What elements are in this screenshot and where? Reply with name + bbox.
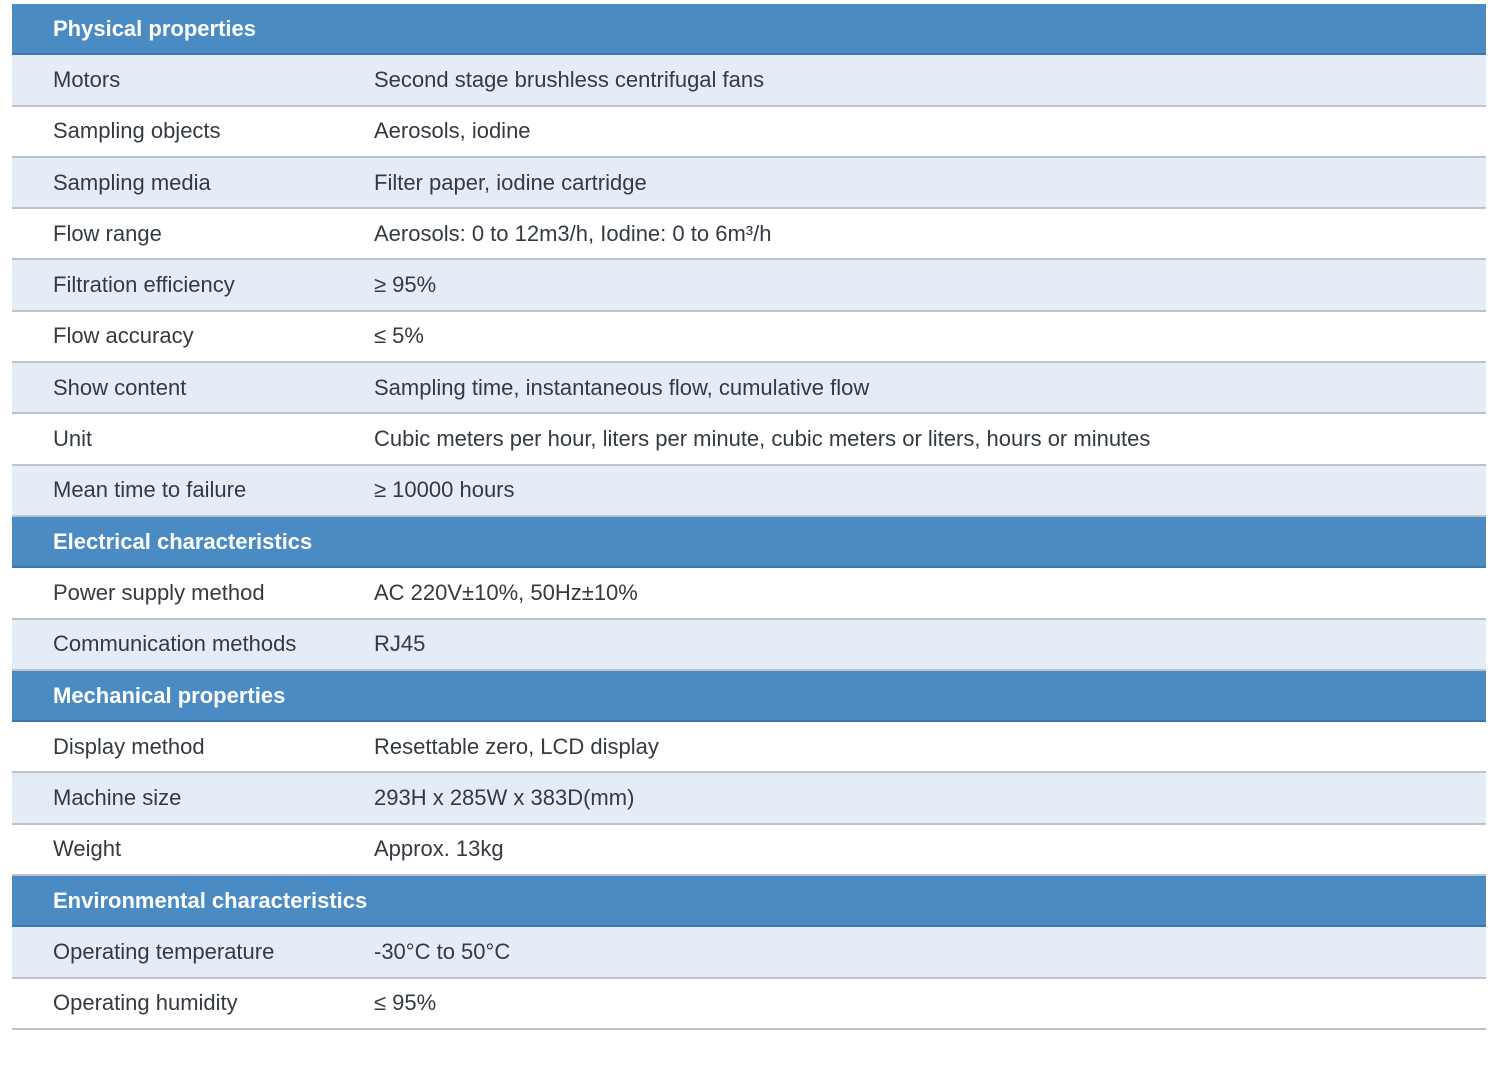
section-title: Physical properties: [53, 15, 256, 41]
section-header-environmental: Environmental characteristics: [12, 876, 1486, 928]
table-row: Sampling media Filter paper, iodine cart…: [12, 157, 1486, 210]
table-row: Communication methods RJ45: [12, 619, 1486, 671]
row-label: Operating humidity: [53, 990, 238, 1016]
row-label: Filtration efficiency: [53, 272, 235, 298]
row-value: ≥ 10000 hours: [374, 477, 515, 503]
table-row: Flow accuracy ≤ 5%: [12, 311, 1486, 364]
row-label: Show content: [53, 374, 187, 400]
section-title: Electrical characteristics: [53, 528, 313, 554]
table-row: Power supply method AC 220V±10%, 50Hz±10…: [12, 568, 1486, 620]
row-value: ≤ 5%: [374, 323, 424, 349]
row-label: Unit: [53, 426, 93, 452]
table-row: Weight Approx. 13kg: [12, 824, 1486, 877]
row-value: ≤ 95%: [374, 990, 437, 1016]
row-value: -30°C to 50°C: [374, 938, 511, 964]
table-row: Machine size 293H x 285W x 383D(mm): [12, 773, 1486, 825]
row-label: Machine size: [53, 785, 182, 811]
row-label: Motors: [53, 66, 121, 92]
row-value: Aerosols, iodine: [374, 118, 531, 144]
section-header-mechanical: Mechanical properties: [12, 670, 1486, 723]
row-label: Operating temperature: [53, 938, 275, 964]
row-value: Second stage brushless centrifugal fans: [374, 66, 765, 92]
table-row: Operating temperature -30°C to 50°C: [12, 927, 1486, 979]
row-value: Approx. 13kg: [374, 836, 504, 862]
section-title: Environmental characteristics: [53, 887, 368, 913]
table-row: Filtration efficiency ≥ 95%: [12, 260, 1486, 312]
row-value: Aerosols: 0 to 12m3/h, Iodine: 0 to 6m³/…: [374, 220, 772, 246]
table-row: Mean time to failure ≥ 10000 hours: [12, 465, 1486, 517]
row-label: Display method: [53, 733, 205, 759]
table-row: Display method Resettable zero, LCD disp…: [12, 722, 1486, 774]
row-label: Flow range: [53, 220, 162, 246]
section-title: Mechanical properties: [53, 682, 286, 708]
row-value: Cubic meters per hour, liters per minute…: [374, 426, 1151, 452]
row-value: Sampling time, instantaneous flow, cumul…: [374, 374, 870, 400]
row-label: Communication methods: [53, 631, 297, 657]
row-value: ≥ 95%: [374, 272, 437, 298]
table-row: Sampling objects Aerosols, iodine: [12, 106, 1486, 158]
section-header-physical: Physical properties: [12, 4, 1486, 56]
row-label: Flow accuracy: [53, 323, 194, 349]
row-value: RJ45: [374, 631, 426, 657]
row-label: Mean time to failure: [53, 477, 247, 503]
table-row: Show content Sampling time, instantaneou…: [12, 363, 1486, 415]
section-header-electrical: Electrical characteristics: [12, 516, 1486, 569]
row-value: AC 220V±10%, 50Hz±10%: [374, 579, 638, 605]
row-label: Sampling media: [53, 169, 211, 195]
row-value: Filter paper, iodine cartridge: [374, 169, 647, 195]
row-value: Resettable zero, LCD display: [374, 733, 659, 759]
row-label: Weight: [53, 836, 122, 862]
table-row: Operating humidity ≤ 95%: [12, 978, 1486, 1030]
spec-table: Physical properties Motors Second stage …: [12, 4, 1486, 1030]
table-row: Unit Cubic meters per hour, liters per m…: [12, 414, 1486, 466]
table-row: Motors Second stage brushless centrifuga…: [12, 55, 1486, 107]
table-row: Flow range Aerosols: 0 to 12m3/h, Iodine…: [12, 209, 1486, 261]
row-value: 293H x 285W x 383D(mm): [374, 785, 635, 811]
row-label: Sampling objects: [53, 118, 221, 144]
row-label: Power supply method: [53, 579, 265, 605]
